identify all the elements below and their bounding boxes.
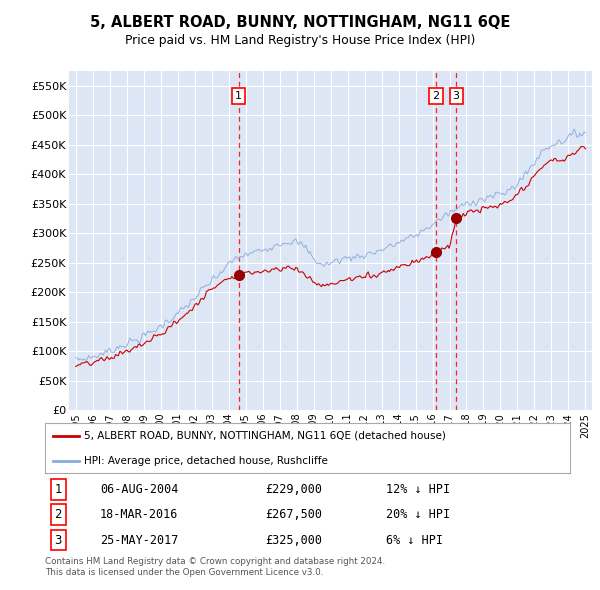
Text: £229,000: £229,000: [265, 483, 323, 496]
Text: This data is licensed under the Open Government Licence v3.0.: This data is licensed under the Open Gov…: [45, 568, 323, 576]
Text: 5, ALBERT ROAD, BUNNY, NOTTINGHAM, NG11 6QE (detached house): 5, ALBERT ROAD, BUNNY, NOTTINGHAM, NG11 …: [85, 431, 446, 441]
Text: £325,000: £325,000: [265, 534, 323, 547]
Text: 2: 2: [55, 508, 62, 521]
Text: 1: 1: [235, 91, 242, 101]
Text: 1: 1: [55, 483, 62, 496]
Text: 12% ↓ HPI: 12% ↓ HPI: [386, 483, 451, 496]
Text: 3: 3: [452, 91, 460, 101]
Text: Price paid vs. HM Land Registry's House Price Index (HPI): Price paid vs. HM Land Registry's House …: [125, 34, 475, 47]
Text: 6% ↓ HPI: 6% ↓ HPI: [386, 534, 443, 547]
Text: 2: 2: [433, 91, 440, 101]
Text: 06-AUG-2004: 06-AUG-2004: [100, 483, 179, 496]
Text: 18-MAR-2016: 18-MAR-2016: [100, 508, 179, 521]
Text: 25-MAY-2017: 25-MAY-2017: [100, 534, 179, 547]
Text: £267,500: £267,500: [265, 508, 323, 521]
Text: Contains HM Land Registry data © Crown copyright and database right 2024.: Contains HM Land Registry data © Crown c…: [45, 557, 385, 566]
Text: 3: 3: [55, 534, 62, 547]
Text: HPI: Average price, detached house, Rushcliffe: HPI: Average price, detached house, Rush…: [85, 455, 328, 466]
Text: 20% ↓ HPI: 20% ↓ HPI: [386, 508, 451, 521]
Text: 5, ALBERT ROAD, BUNNY, NOTTINGHAM, NG11 6QE: 5, ALBERT ROAD, BUNNY, NOTTINGHAM, NG11 …: [90, 15, 510, 30]
